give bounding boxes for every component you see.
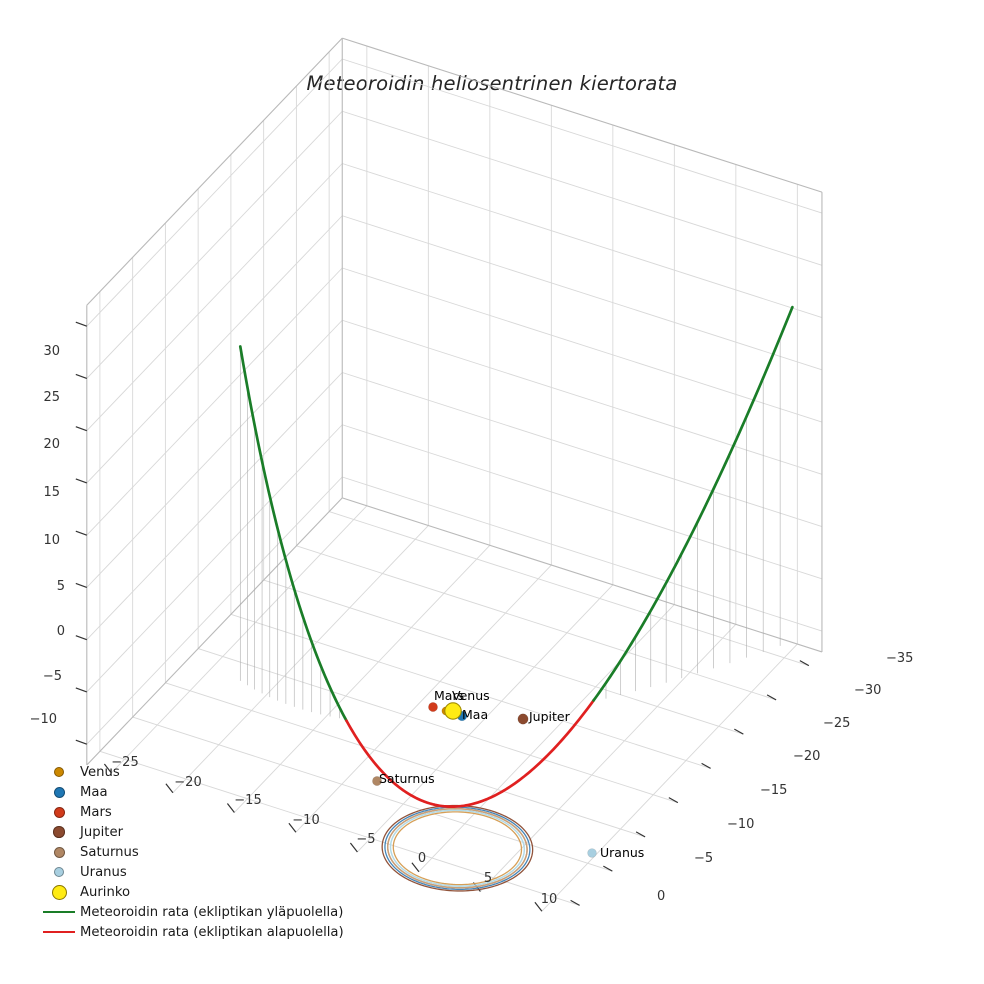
chart-legend: Venus Maa Mars Jupiter Saturnus Uranus Aurinko… <box>38 762 378 942</box>
z-axis-tick-label: −10 <box>30 712 57 727</box>
planet-label-uranus: Uranus <box>600 845 644 860</box>
legend-item[interactable]: Saturnus <box>38 842 378 862</box>
z-axis-tick-label: 25 <box>43 390 60 405</box>
y-axis-tick-label: −30 <box>854 683 881 698</box>
meteoroid-trajectory <box>238 305 794 808</box>
legend-item[interactable]: Uranus <box>38 862 378 882</box>
planet-marker-jupiter <box>517 713 529 725</box>
planet-orbit-rings <box>381 804 534 892</box>
planet-label-mars: Mars <box>434 688 464 703</box>
legend-marker-dot <box>53 846 65 858</box>
legend-marker-jupiter <box>38 826 80 838</box>
x-axis-tick-label: 0 <box>418 851 426 866</box>
axis-tick-labels: 30 25 20 15 10 5 0 −5 −10 −25 −20 −15 −10 −5 0 5 10 0 −5 −1… <box>30 344 914 907</box>
legend-marker-mars <box>38 806 80 818</box>
ecliptic-floor-grid <box>99 505 809 912</box>
legend-marker-dot <box>53 806 65 818</box>
z-axis-tick-label: 5 <box>57 579 65 594</box>
legend-marker-maa <box>38 786 80 798</box>
legend-item[interactable]: Aurinko <box>38 882 378 902</box>
x-axis-tick-label: −10 <box>292 813 319 828</box>
axes-panes <box>86 46 823 752</box>
legend-marker-dot <box>54 767 64 777</box>
legend-marker-dot <box>53 786 65 798</box>
x-axis-tick-label: 10 <box>541 892 558 907</box>
axis-tick-marks <box>75 321 810 912</box>
legend-label: Meteoroidin rata (ekliptikan alapuolella… <box>80 924 344 940</box>
z-axis-tick-label: 30 <box>43 344 60 359</box>
planet-marker-mars <box>428 702 438 712</box>
z-axis-tick-label: 10 <box>43 533 60 548</box>
y-axis-tick-label: −35 <box>886 651 913 666</box>
x-axis-tick-label: −5 <box>356 832 375 847</box>
x-axis-tick-label: −20 <box>174 775 201 790</box>
y-axis-tick-label: −25 <box>823 716 850 731</box>
z-axis-tick-label: 15 <box>43 485 60 500</box>
trajectory-droplines <box>239 337 781 719</box>
y-axis-tick-label: −5 <box>694 851 713 866</box>
legend-item[interactable]: Jupiter <box>38 822 378 842</box>
planet-marker-uranus <box>587 848 597 858</box>
legend-label: Saturnus <box>80 844 139 860</box>
legend-label: Uranus <box>80 864 127 880</box>
legend-line-below-ecliptic <box>38 931 80 933</box>
y-axis-tick-label: −15 <box>760 783 787 798</box>
legend-label: Aurinko <box>80 884 131 900</box>
planet-label-maa: Maa <box>462 707 488 722</box>
legend-label: Jupiter <box>80 824 123 840</box>
z-axis-tick-label: 0 <box>57 624 65 639</box>
legend-label: Mars <box>80 804 112 820</box>
legend-item[interactable]: Meteoroidin rata (ekliptikan yläpuolella… <box>38 902 378 922</box>
x-axis-tick-label: −25 <box>111 755 138 770</box>
legend-line-above-ecliptic <box>38 911 80 913</box>
legend-label: Venus <box>80 764 120 780</box>
x-axis-tick-label: 5 <box>484 871 492 886</box>
z-axis-tick-label: −5 <box>43 669 62 684</box>
legend-item[interactable]: Venus <box>38 762 378 782</box>
legend-marker-dot <box>53 866 65 878</box>
legend-marker-venus <box>38 767 80 777</box>
planet-label-saturnus: Saturnus <box>379 771 435 786</box>
legend-item[interactable]: Meteoroidin rata (ekliptikan alapuolella… <box>38 922 378 942</box>
legend-marker-dot <box>51 884 67 900</box>
z-axis-tick-label: 20 <box>43 437 60 452</box>
legend-label: Maa <box>80 784 108 800</box>
legend-marker-saturnus <box>38 846 80 858</box>
legend-marker-dot <box>53 826 65 838</box>
planet-marker-saturnus <box>372 776 382 786</box>
planet-label-venus: Venus <box>452 688 490 703</box>
legend-marker-uranus <box>38 866 80 878</box>
legend-item[interactable]: Maa <box>38 782 378 802</box>
legend-line-swatch <box>43 931 75 933</box>
legend-item[interactable]: Mars <box>38 802 378 822</box>
y-axis-tick-label: −10 <box>727 817 754 832</box>
legend-label: Meteoroidin rata (ekliptikan yläpuolella… <box>80 904 344 920</box>
planet-markers <box>372 702 597 858</box>
y-axis-tick-label: −20 <box>793 749 820 764</box>
y-axis-tick-label: 0 <box>657 889 665 904</box>
x-axis-tick-label: −15 <box>234 793 261 808</box>
legend-marker-aurinko <box>38 884 80 900</box>
legend-line-swatch <box>43 911 75 913</box>
planet-label-jupiter: Jupiter <box>528 709 571 724</box>
planet-marker-aurinko <box>444 702 462 720</box>
